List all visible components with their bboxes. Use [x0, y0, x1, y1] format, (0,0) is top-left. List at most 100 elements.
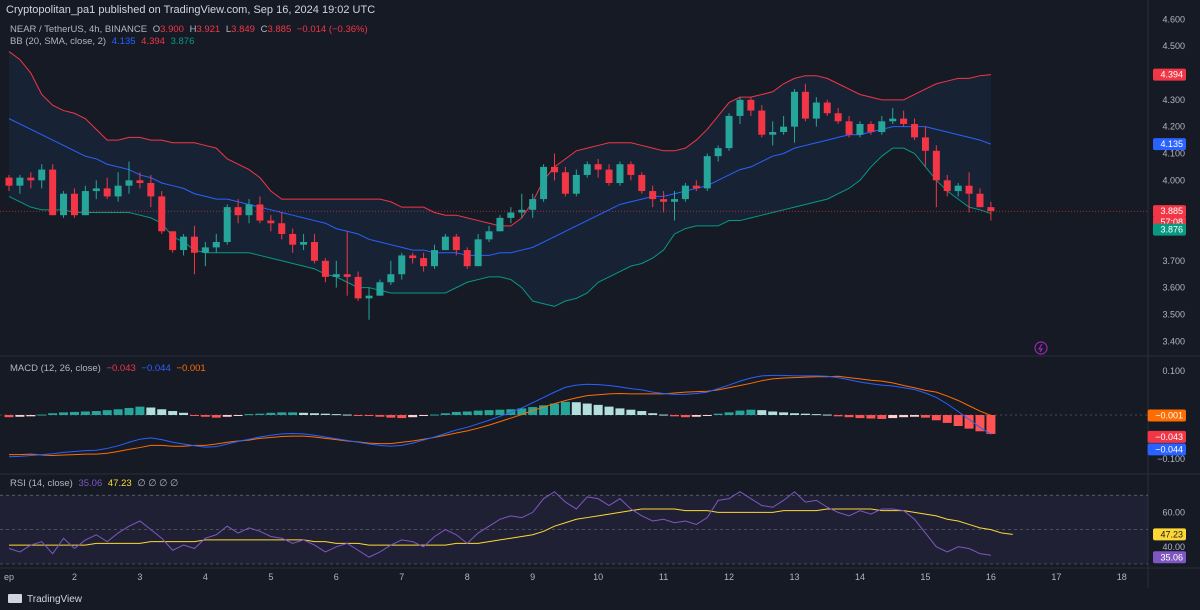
rsi-value-tag: 35.06	[1160, 552, 1183, 562]
bb-basis-line	[8, 118, 992, 256]
ohlc-high-value: 3.921	[196, 24, 221, 35]
macd-hist-bar	[342, 414, 352, 416]
ohlc-close: C3.885	[261, 24, 292, 35]
macd-hist-bar	[779, 412, 789, 415]
candle-body	[703, 156, 711, 189]
rsi-line	[8, 491, 991, 558]
candle-body	[387, 274, 395, 283]
candle-body	[474, 239, 482, 267]
macd-hist-bar	[179, 412, 189, 415]
macd-hist-bar	[953, 415, 963, 426]
candle-body	[190, 236, 198, 253]
candle-body	[932, 150, 940, 181]
macd-legend: MACD (12, 26, close) −0.043 −0.044 −0.00…	[10, 363, 209, 374]
candle-body	[245, 204, 253, 216]
candle-body	[310, 242, 318, 261]
x-tick-label: 16	[986, 572, 996, 582]
candle-body	[420, 258, 428, 267]
rsi-band-fill	[0, 495, 1148, 564]
macd-signal-tag: −0.001	[1155, 410, 1183, 420]
candle-body	[692, 185, 700, 189]
last-price-tag: 3.885	[1160, 206, 1183, 216]
macd-hist-bar	[495, 409, 505, 415]
candle-body	[409, 255, 417, 259]
ohlc-open-value: 3.900	[160, 24, 184, 35]
macd-hist-bar	[670, 415, 680, 417]
macd-tick-label: −0.100	[1157, 454, 1185, 464]
candle-body	[376, 282, 384, 296]
publish-caption: Cryptopolitan_pa1 published on TradingVi…	[6, 4, 376, 16]
candle-body	[169, 231, 177, 251]
candle-body	[256, 204, 264, 221]
macd-hist-bar	[48, 413, 58, 415]
x-tick-label: 8	[465, 572, 470, 582]
candle-body	[430, 250, 438, 267]
x-tick-label: 9	[530, 572, 535, 582]
candle-body	[540, 166, 548, 200]
candle-body	[943, 180, 951, 192]
macd-hist-value: −0.043	[106, 363, 136, 374]
candle-body	[856, 123, 864, 135]
candle-body	[136, 180, 144, 183]
macd-hist-bar	[484, 410, 494, 415]
macd-hist-bar	[419, 415, 429, 416]
macd-hist-bar	[15, 415, 25, 417]
macd-hist-bar	[440, 413, 450, 415]
rsi-tick-label: 40.00	[1162, 542, 1185, 552]
macd-hist-bar	[931, 415, 941, 421]
candle-body	[681, 185, 689, 200]
macd-hist-bar	[757, 410, 767, 415]
candle-body	[921, 137, 929, 151]
candle-body	[343, 274, 351, 277]
tradingview-brand[interactable]: TradingView	[8, 594, 82, 605]
candle-body	[638, 174, 646, 192]
rsi-ma-line	[9, 508, 1013, 546]
candle-body	[529, 199, 537, 210]
macd-hist-bar	[429, 414, 439, 416]
macd-hist-bar	[375, 415, 385, 417]
candle-body	[911, 123, 919, 138]
candle-body	[900, 118, 908, 124]
candle-body	[234, 207, 242, 216]
macd-hist-bar	[200, 415, 210, 417]
macd-hist-bar	[244, 414, 254, 416]
candle-body	[780, 126, 788, 133]
macd-hist-bar	[866, 415, 876, 419]
candle-body	[987, 207, 995, 212]
candle-body	[616, 164, 624, 183]
x-tick-label: 6	[334, 572, 339, 582]
macd-hist-bar	[539, 405, 549, 415]
rsi-extra: ∅ ∅ ∅ ∅	[137, 478, 179, 489]
candle-body	[201, 247, 209, 253]
price-tick-label: 4.300	[1162, 95, 1185, 105]
lightning-icon-bolt	[1037, 343, 1044, 353]
macd-hist-bar	[168, 411, 178, 415]
rsi-ma-tag: 47.23	[1160, 529, 1183, 539]
price-legend: NEAR / TetherUS, 4h, BINANCE O3.900 H3.9…	[10, 24, 371, 35]
candle-body	[321, 260, 329, 277]
macd-hist-bar	[790, 413, 800, 415]
candle-body	[671, 199, 679, 202]
macd-hist-bar	[364, 415, 374, 416]
macd-signal-tag-bg	[1147, 409, 1186, 422]
candle-body	[332, 274, 340, 277]
candle-body	[81, 191, 89, 216]
ohlc-open-label: O	[152, 24, 161, 35]
candle-body	[583, 164, 591, 175]
candle-body	[660, 199, 668, 202]
macd-hist-bar	[582, 403, 592, 415]
x-tick-label: 14	[855, 572, 865, 582]
candle-body	[16, 177, 24, 186]
macd-hist-tag: −0.043	[1155, 432, 1183, 442]
macd-hist-bar	[222, 415, 232, 417]
candle-body	[627, 164, 635, 175]
x-tick-label: 10	[593, 572, 603, 582]
candle-body	[114, 185, 122, 197]
macd-hist-bar	[91, 411, 101, 415]
bb-lower-tag-bg	[1153, 223, 1186, 236]
macd-hist-bar	[615, 408, 625, 415]
candle-body	[125, 180, 133, 186]
macd-hist-bar	[604, 406, 614, 415]
tradingview-logo-icon	[8, 594, 22, 603]
candle-body	[485, 231, 493, 240]
